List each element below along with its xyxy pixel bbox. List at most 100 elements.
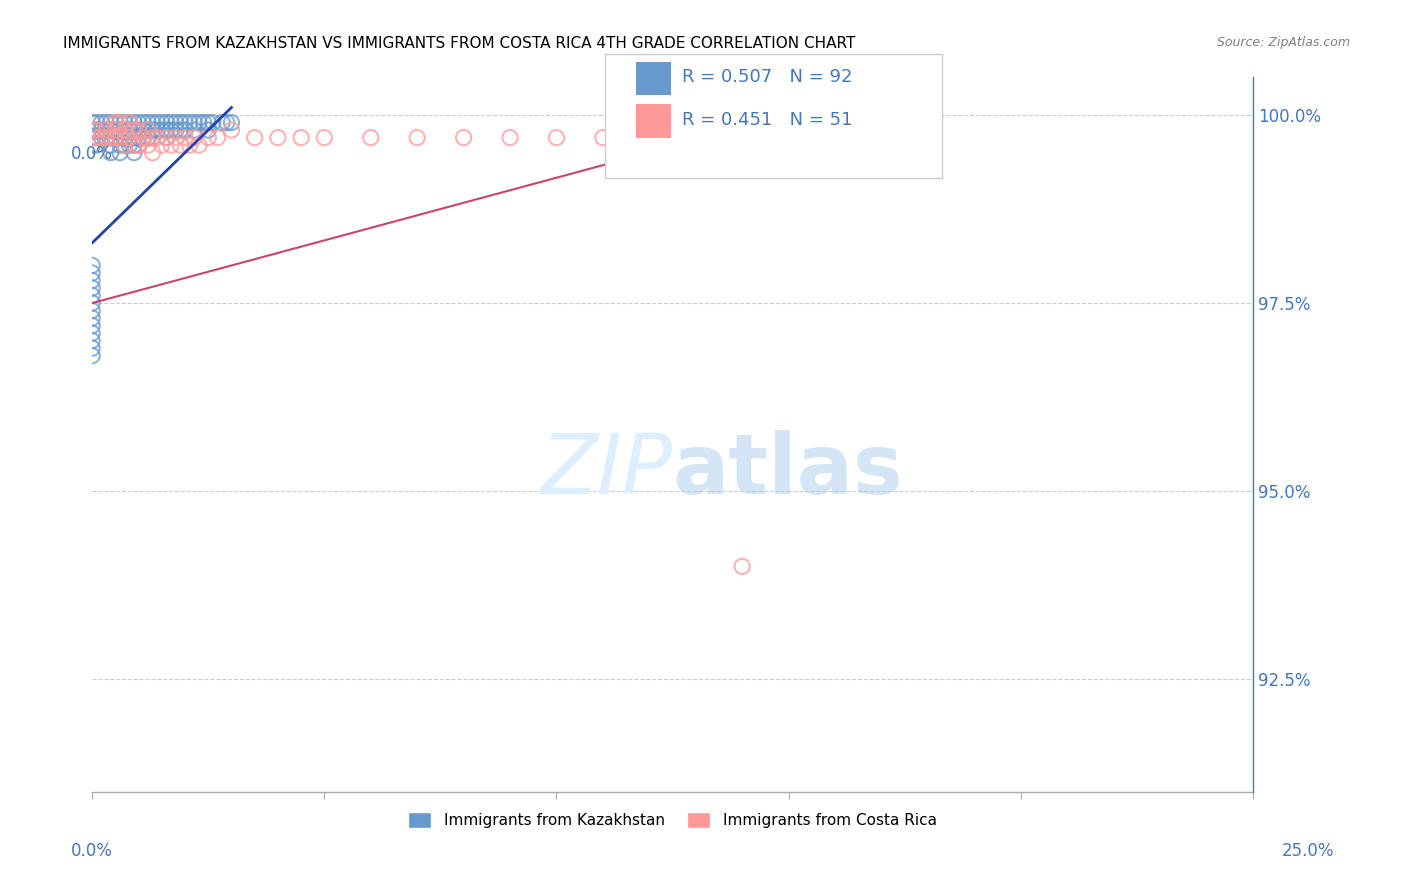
Point xyxy=(114,138,136,153)
Point xyxy=(221,123,243,137)
Point xyxy=(197,130,219,145)
Point xyxy=(108,115,131,129)
Point xyxy=(104,115,127,129)
Point xyxy=(174,123,197,137)
Text: R = 0.507   N = 92: R = 0.507 N = 92 xyxy=(682,68,852,86)
Point xyxy=(104,115,127,129)
Point xyxy=(179,138,201,153)
Point xyxy=(82,311,104,326)
Point xyxy=(174,130,197,145)
Point xyxy=(141,145,163,160)
Point xyxy=(146,130,169,145)
Point xyxy=(132,123,155,137)
Point xyxy=(155,123,177,137)
Point xyxy=(638,130,661,145)
Point xyxy=(160,115,183,129)
Text: R = 0.451   N = 51: R = 0.451 N = 51 xyxy=(682,112,852,129)
Point xyxy=(90,115,112,129)
Point xyxy=(108,138,131,153)
Point xyxy=(86,138,108,153)
Point xyxy=(86,123,108,137)
Point xyxy=(731,559,754,574)
Text: ZIP: ZIP xyxy=(540,430,672,511)
Point xyxy=(82,296,104,310)
Point xyxy=(114,123,136,137)
Point xyxy=(211,115,233,129)
Point xyxy=(290,130,312,145)
Point xyxy=(314,130,336,145)
Point xyxy=(118,130,141,145)
Point xyxy=(108,130,131,145)
Point xyxy=(100,130,122,145)
Point xyxy=(122,138,145,153)
Point xyxy=(118,115,141,129)
Text: Source: ZipAtlas.com: Source: ZipAtlas.com xyxy=(1216,36,1350,49)
Point xyxy=(108,123,131,137)
Point xyxy=(136,138,159,153)
Point xyxy=(360,130,382,145)
Point xyxy=(188,115,211,129)
Point xyxy=(165,115,187,129)
Point xyxy=(82,266,104,280)
Point xyxy=(201,115,224,129)
Point xyxy=(160,138,183,153)
Point xyxy=(94,130,117,145)
Point xyxy=(122,115,145,129)
Point xyxy=(221,115,243,129)
Point xyxy=(179,115,201,129)
Point xyxy=(82,273,104,287)
Point xyxy=(100,145,122,160)
Point xyxy=(183,123,205,137)
Point xyxy=(108,130,131,145)
Point xyxy=(114,123,136,137)
Point xyxy=(82,130,104,145)
Point xyxy=(174,115,197,129)
Point xyxy=(146,123,169,137)
Point xyxy=(82,326,104,341)
Point xyxy=(118,123,141,137)
Point xyxy=(82,138,104,153)
Point xyxy=(136,123,159,137)
Point xyxy=(592,130,614,145)
Point xyxy=(169,123,191,137)
Point xyxy=(90,130,112,145)
Point xyxy=(122,123,145,137)
Point xyxy=(104,123,127,137)
Point xyxy=(136,115,159,129)
Point xyxy=(165,130,187,145)
Point xyxy=(141,115,163,129)
Point xyxy=(90,130,112,145)
Point xyxy=(155,130,177,145)
Point xyxy=(132,115,155,129)
Point xyxy=(82,318,104,333)
Point xyxy=(150,115,173,129)
Point xyxy=(82,349,104,363)
Point xyxy=(453,130,475,145)
Point xyxy=(114,115,136,129)
Point xyxy=(685,130,707,145)
Point xyxy=(104,130,127,145)
Point xyxy=(100,115,122,129)
Point xyxy=(150,138,173,153)
Point xyxy=(82,123,104,137)
Point xyxy=(82,281,104,295)
Text: IMMIGRANTS FROM KAZAKHSTAN VS IMMIGRANTS FROM COSTA RICA 4TH GRADE CORRELATION C: IMMIGRANTS FROM KAZAKHSTAN VS IMMIGRANTS… xyxy=(63,36,856,51)
Point xyxy=(94,123,117,137)
Point xyxy=(132,130,155,145)
Point xyxy=(183,130,205,145)
Point xyxy=(94,123,117,137)
Point xyxy=(86,130,108,145)
Point xyxy=(141,130,163,145)
Point xyxy=(141,123,163,137)
Point xyxy=(128,115,150,129)
Point xyxy=(499,130,522,145)
Point xyxy=(141,130,163,145)
Point xyxy=(82,303,104,318)
Point xyxy=(82,115,104,129)
Point xyxy=(128,138,150,153)
Legend: Immigrants from Kazakhstan, Immigrants from Costa Rica: Immigrants from Kazakhstan, Immigrants f… xyxy=(402,806,942,834)
Point xyxy=(122,123,145,137)
Point xyxy=(104,123,127,137)
Point xyxy=(193,115,215,129)
Point xyxy=(160,123,183,137)
